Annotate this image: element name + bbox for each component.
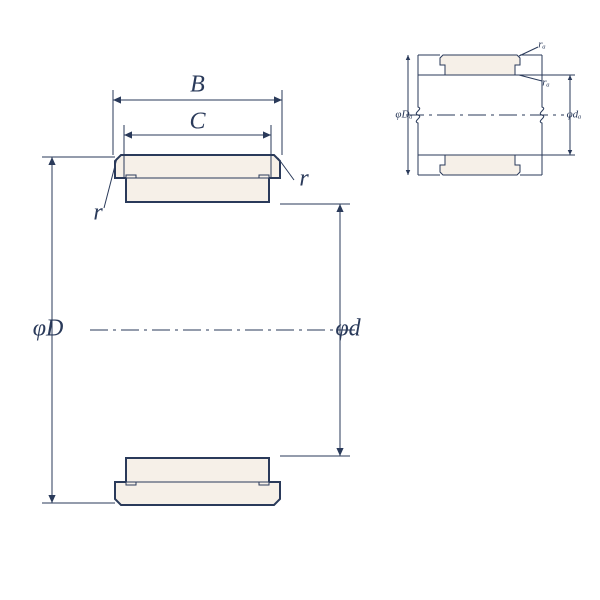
svg-text:r: r (93, 200, 103, 226)
svg-text:rₐ: rₐ (538, 39, 546, 51)
inset-cross-section: φDₐ φdₐ rₐ rₐ (395, 39, 581, 175)
bearing-diagram: BCφD φd r r φDₐ φdₐ rₐ rₐ (0, 0, 600, 600)
svg-text:B: B (190, 72, 205, 98)
svg-text:φD: φD (33, 316, 64, 342)
main-cross-section: BCφD φd r r (33, 72, 362, 506)
svg-text:C: C (189, 109, 206, 135)
svg-text:φDₐ: φDₐ (395, 109, 412, 121)
svg-text:φd: φd (335, 316, 361, 342)
svg-text:φdₐ: φdₐ (567, 109, 582, 121)
svg-text:r: r (299, 166, 309, 192)
svg-text:rₐ: rₐ (542, 77, 550, 89)
